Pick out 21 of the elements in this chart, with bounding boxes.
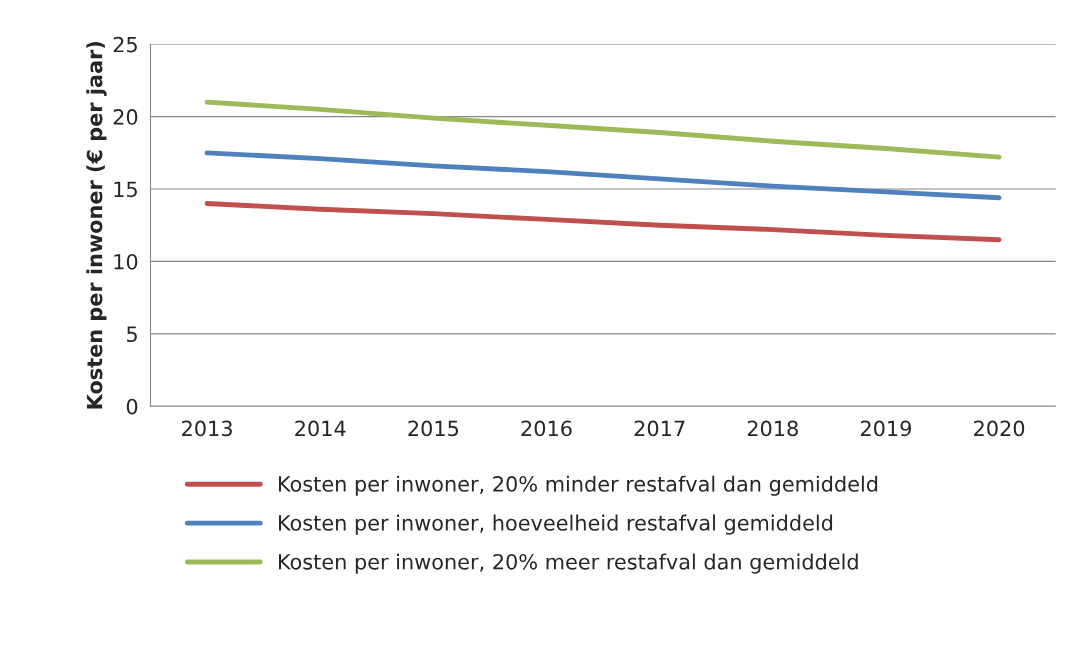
line-series xyxy=(204,150,1002,201)
y-axis-title: Kosten per inwoner (€ per jaar) xyxy=(86,41,107,409)
y-tick-label: 0 xyxy=(126,398,138,415)
x-tick-label: 2020 xyxy=(974,420,1025,437)
y-tick-label: 5 xyxy=(127,326,137,343)
x-tick-label: 2018 xyxy=(747,420,798,437)
x-tick-label: 2017 xyxy=(634,420,685,437)
x-tick-label: 2014 xyxy=(295,420,346,437)
line-series xyxy=(204,99,1002,160)
y-tick-label: 20 xyxy=(113,109,138,125)
x-tick-label: 2016 xyxy=(521,420,572,437)
x-tick-label: 2019 xyxy=(860,420,911,437)
y-tick-label: 25 xyxy=(113,36,137,53)
legend-label: Kosten per inwoner, hoeveelheid restafval gemiddeld xyxy=(278,514,833,535)
legend-label: Kosten per inwoner, 20% meer restafval dan gemiddeld xyxy=(278,553,858,574)
line-series xyxy=(204,201,1002,243)
legend-label: Kosten per inwoner, 20% minder restafval dan gemiddeld xyxy=(278,475,878,496)
y-tick-label: 15 xyxy=(114,181,137,198)
y-tick-label: 10 xyxy=(114,253,138,270)
x-tick-label: 2013 xyxy=(182,420,232,437)
x-tick-label: 2015 xyxy=(408,420,459,437)
